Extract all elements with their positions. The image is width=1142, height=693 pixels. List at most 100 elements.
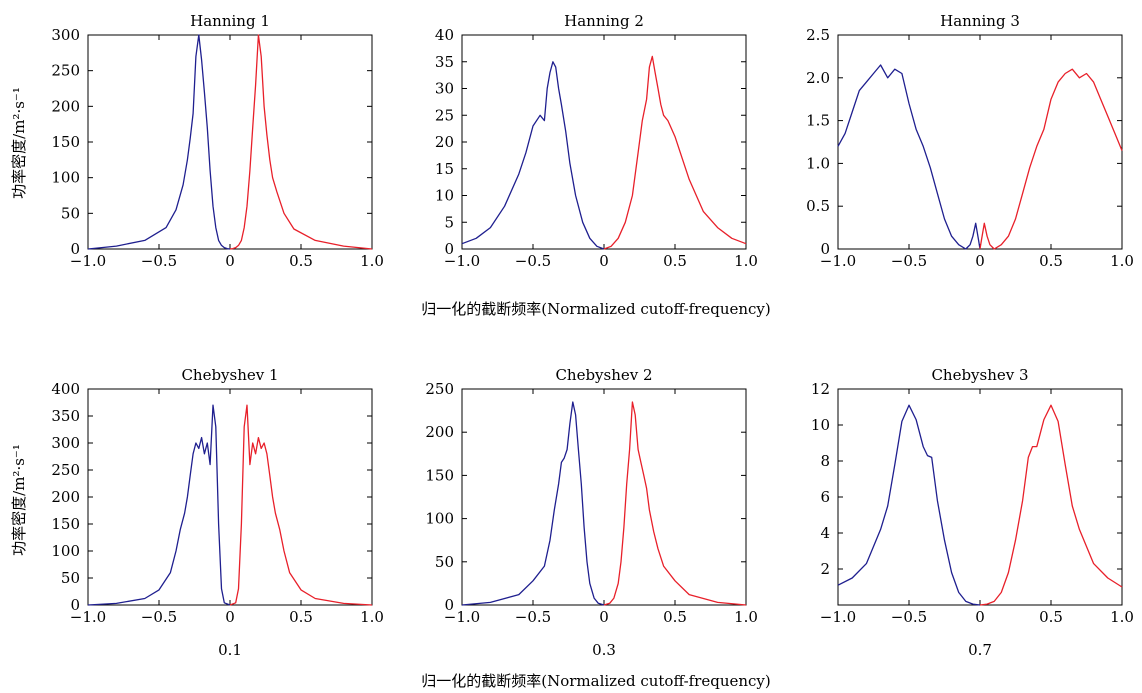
hanning-2-ytick-label: 35 xyxy=(435,53,454,71)
chebyshev-1-ytick-label: 200 xyxy=(51,488,80,506)
hanning-3-xtick-label: 0.5 xyxy=(1039,252,1063,270)
chebyshev-2-ytick-label: 50 xyxy=(435,553,454,571)
hanning-1-plot-frame xyxy=(87,34,373,250)
hanning-2-xtick-label: −0.5 xyxy=(515,252,551,270)
hanning-2-ytick-label: 5 xyxy=(444,213,454,231)
hanning-2-ytick-label: 15 xyxy=(435,160,454,178)
hanning-3-plot-frame xyxy=(837,34,1123,250)
chebyshev-2-series-right-line xyxy=(603,401,747,606)
chebyshev-3-ytick-label: 12 xyxy=(811,380,830,398)
chebyshev-3-ytick-label: 4 xyxy=(820,524,830,542)
ylabel-row1: 功率密度/m²·s⁻¹ xyxy=(10,87,28,199)
chebyshev-1-title: Chebyshev 1 xyxy=(181,366,278,384)
chebyshev-1-ytick-label: 0 xyxy=(70,596,80,614)
chebyshev-3-xtick-label: −0.5 xyxy=(891,608,927,626)
chart-hanning-1-panel: Hanning 1 −1.0 −0.5 0 0.5 1.0 0 50 100 150 200 250 3… xyxy=(51,12,384,270)
chebyshev-1-xtick-label: −1.0 xyxy=(70,608,106,626)
xlabel-row2: 归一化的截断频率(Normalized cutoff-frequency) xyxy=(421,672,771,690)
chart-chebyshev-1-panel: Chebyshev 1 −1.0 −0.5 0 0.5 1.0 0 50 100 150 200 25… xyxy=(51,366,384,659)
hanning-3-ytick-label: 0.5 xyxy=(806,197,830,215)
chart-chebyshev-2-panel: Chebyshev 2 −1.0 −0.5 0 0.5 1.0 0 50 100 150 200 25… xyxy=(425,366,758,659)
hanning-3-xtick-label: −0.5 xyxy=(891,252,927,270)
chebyshev-1-xtick-label: −0.5 xyxy=(141,608,177,626)
hanning-2-ytick-label: 25 xyxy=(435,106,454,124)
chebyshev-3-ytick-label: 2 xyxy=(820,560,830,578)
chebyshev-1-xtick-label: 0 xyxy=(225,608,235,626)
chebyshev-2-plot-frame xyxy=(461,388,747,606)
hanning-1-series-right-line xyxy=(229,34,373,250)
chebyshev-2-xtick-label: 0.5 xyxy=(663,608,687,626)
hanning-1-xtick-label: −1.0 xyxy=(70,252,106,270)
hanning-3-xtick-label: 0 xyxy=(975,252,985,270)
hanning-2-ytick-label: 40 xyxy=(435,26,454,44)
hanning-1-xtick-label: 0.5 xyxy=(289,252,313,270)
hanning-2-series-left-line xyxy=(461,61,605,250)
chebyshev-1-ytick-label: 150 xyxy=(51,515,80,533)
hanning-1-ytick-label: 250 xyxy=(51,62,80,80)
hanning-3-series-right-line xyxy=(979,68,1123,250)
hanning-2-ytick-label: 20 xyxy=(435,133,454,151)
chebyshev-1-xtick-label: 1.0 xyxy=(360,608,384,626)
hanning-2-plot-frame xyxy=(461,34,747,250)
chebyshev-3-xtick-label: 1.0 xyxy=(1110,608,1134,626)
hanning-1-ytick-label: 150 xyxy=(51,133,80,151)
chebyshev-2-sublabel: 0.3 xyxy=(592,641,616,659)
chebyshev-2-xtick-label: 0 xyxy=(599,608,609,626)
chebyshev-1-ytick-label: 100 xyxy=(51,542,80,560)
chebyshev-2-series-left-line xyxy=(461,401,605,606)
hanning-2-title: Hanning 2 xyxy=(564,12,644,30)
hanning-1-ytick-label: 300 xyxy=(51,26,80,44)
chebyshev-3-xtick-label: 0 xyxy=(975,608,985,626)
hanning-1-series-left-line xyxy=(87,34,231,250)
chebyshev-2-xtick-label: −0.5 xyxy=(515,608,551,626)
chebyshev-2-xtick-label: 1.0 xyxy=(734,608,758,626)
chebyshev-3-ytick-label: 6 xyxy=(820,488,830,506)
chebyshev-1-xtick-label: 0.5 xyxy=(289,608,313,626)
chebyshev-3-ytick-label: 8 xyxy=(820,452,830,470)
hanning-3-ytick-label: 1.0 xyxy=(806,154,830,172)
chebyshev-1-series-left-line xyxy=(87,404,231,606)
ylabel-row2: 功率密度/m²·s⁻¹ xyxy=(10,444,28,556)
hanning-3-ytick-label: 1.5 xyxy=(806,112,830,130)
hanning-2-ytick-label: 30 xyxy=(435,80,454,98)
hanning-1-xtick-label: 0 xyxy=(225,252,235,270)
hanning-2-xtick-label: 0.5 xyxy=(663,252,687,270)
chebyshev-2-title: Chebyshev 2 xyxy=(555,366,652,384)
chebyshev-3-series-right-line xyxy=(979,404,1123,606)
chebyshev-1-plot-frame xyxy=(87,388,373,606)
chebyshev-2-ytick-label: 200 xyxy=(425,423,454,441)
xlabel-row1: 归一化的截断频率(Normalized cutoff-frequency) xyxy=(421,300,771,318)
hanning-1-title: Hanning 1 xyxy=(190,12,270,30)
hanning-3-series-left-line xyxy=(837,64,981,250)
chebyshev-3-sublabel: 0.7 xyxy=(968,641,992,659)
chebyshev-1-ytick-label: 250 xyxy=(51,461,80,479)
chebyshev-1-ytick-label: 300 xyxy=(51,434,80,452)
chebyshev-1-ytick-label: 50 xyxy=(61,569,80,587)
hanning-2-ytick-label: 0 xyxy=(444,240,454,258)
hanning-1-ytick-label: 50 xyxy=(61,204,80,222)
chebyshev-2-ytick-label: 150 xyxy=(425,466,454,484)
hanning-1-ytick-label: 100 xyxy=(51,169,80,187)
chebyshev-3-series-left-line xyxy=(837,404,981,606)
chebyshev-3-ytick-label: 10 xyxy=(811,416,830,434)
chebyshev-2-ytick-label: 0 xyxy=(444,596,454,614)
hanning-3-ytick-label: 2.0 xyxy=(806,69,830,87)
chebyshev-3-title: Chebyshev 3 xyxy=(931,366,1028,384)
hanning-1-xtick-label: 1.0 xyxy=(360,252,384,270)
chebyshev-2-ytick-label: 100 xyxy=(425,510,454,528)
chebyshev-3-xtick-label: 0.5 xyxy=(1039,608,1063,626)
hanning-1-ytick-label: 200 xyxy=(51,97,80,115)
hanning-2-ytick-label: 10 xyxy=(435,187,454,205)
chebyshev-2-xtick-label: −1.0 xyxy=(444,608,480,626)
chebyshev-2-ytick-label: 250 xyxy=(425,380,454,398)
hanning-2-xtick-label: −1.0 xyxy=(444,252,480,270)
hanning-3-ytick-label: 0 xyxy=(820,240,830,258)
chart-chebyshev-3-panel: Chebyshev 3 −1.0 −0.5 0 0.5 1.0 2 4 6 8 10 12 0.7 xyxy=(811,366,1134,659)
chebyshev-3-plot-frame xyxy=(837,388,1123,606)
chart-hanning-3-panel: Hanning 3 −1.0 −0.5 0 0.5 1.0 0 0.5 1.0 1.5 2.0 2.5 xyxy=(806,12,1134,270)
hanning-3-title: Hanning 3 xyxy=(940,12,1020,30)
hanning-2-series-right-line xyxy=(603,55,747,250)
hanning-3-ytick-label: 2.5 xyxy=(806,26,830,44)
hanning-2-xtick-label: 1.0 xyxy=(734,252,758,270)
